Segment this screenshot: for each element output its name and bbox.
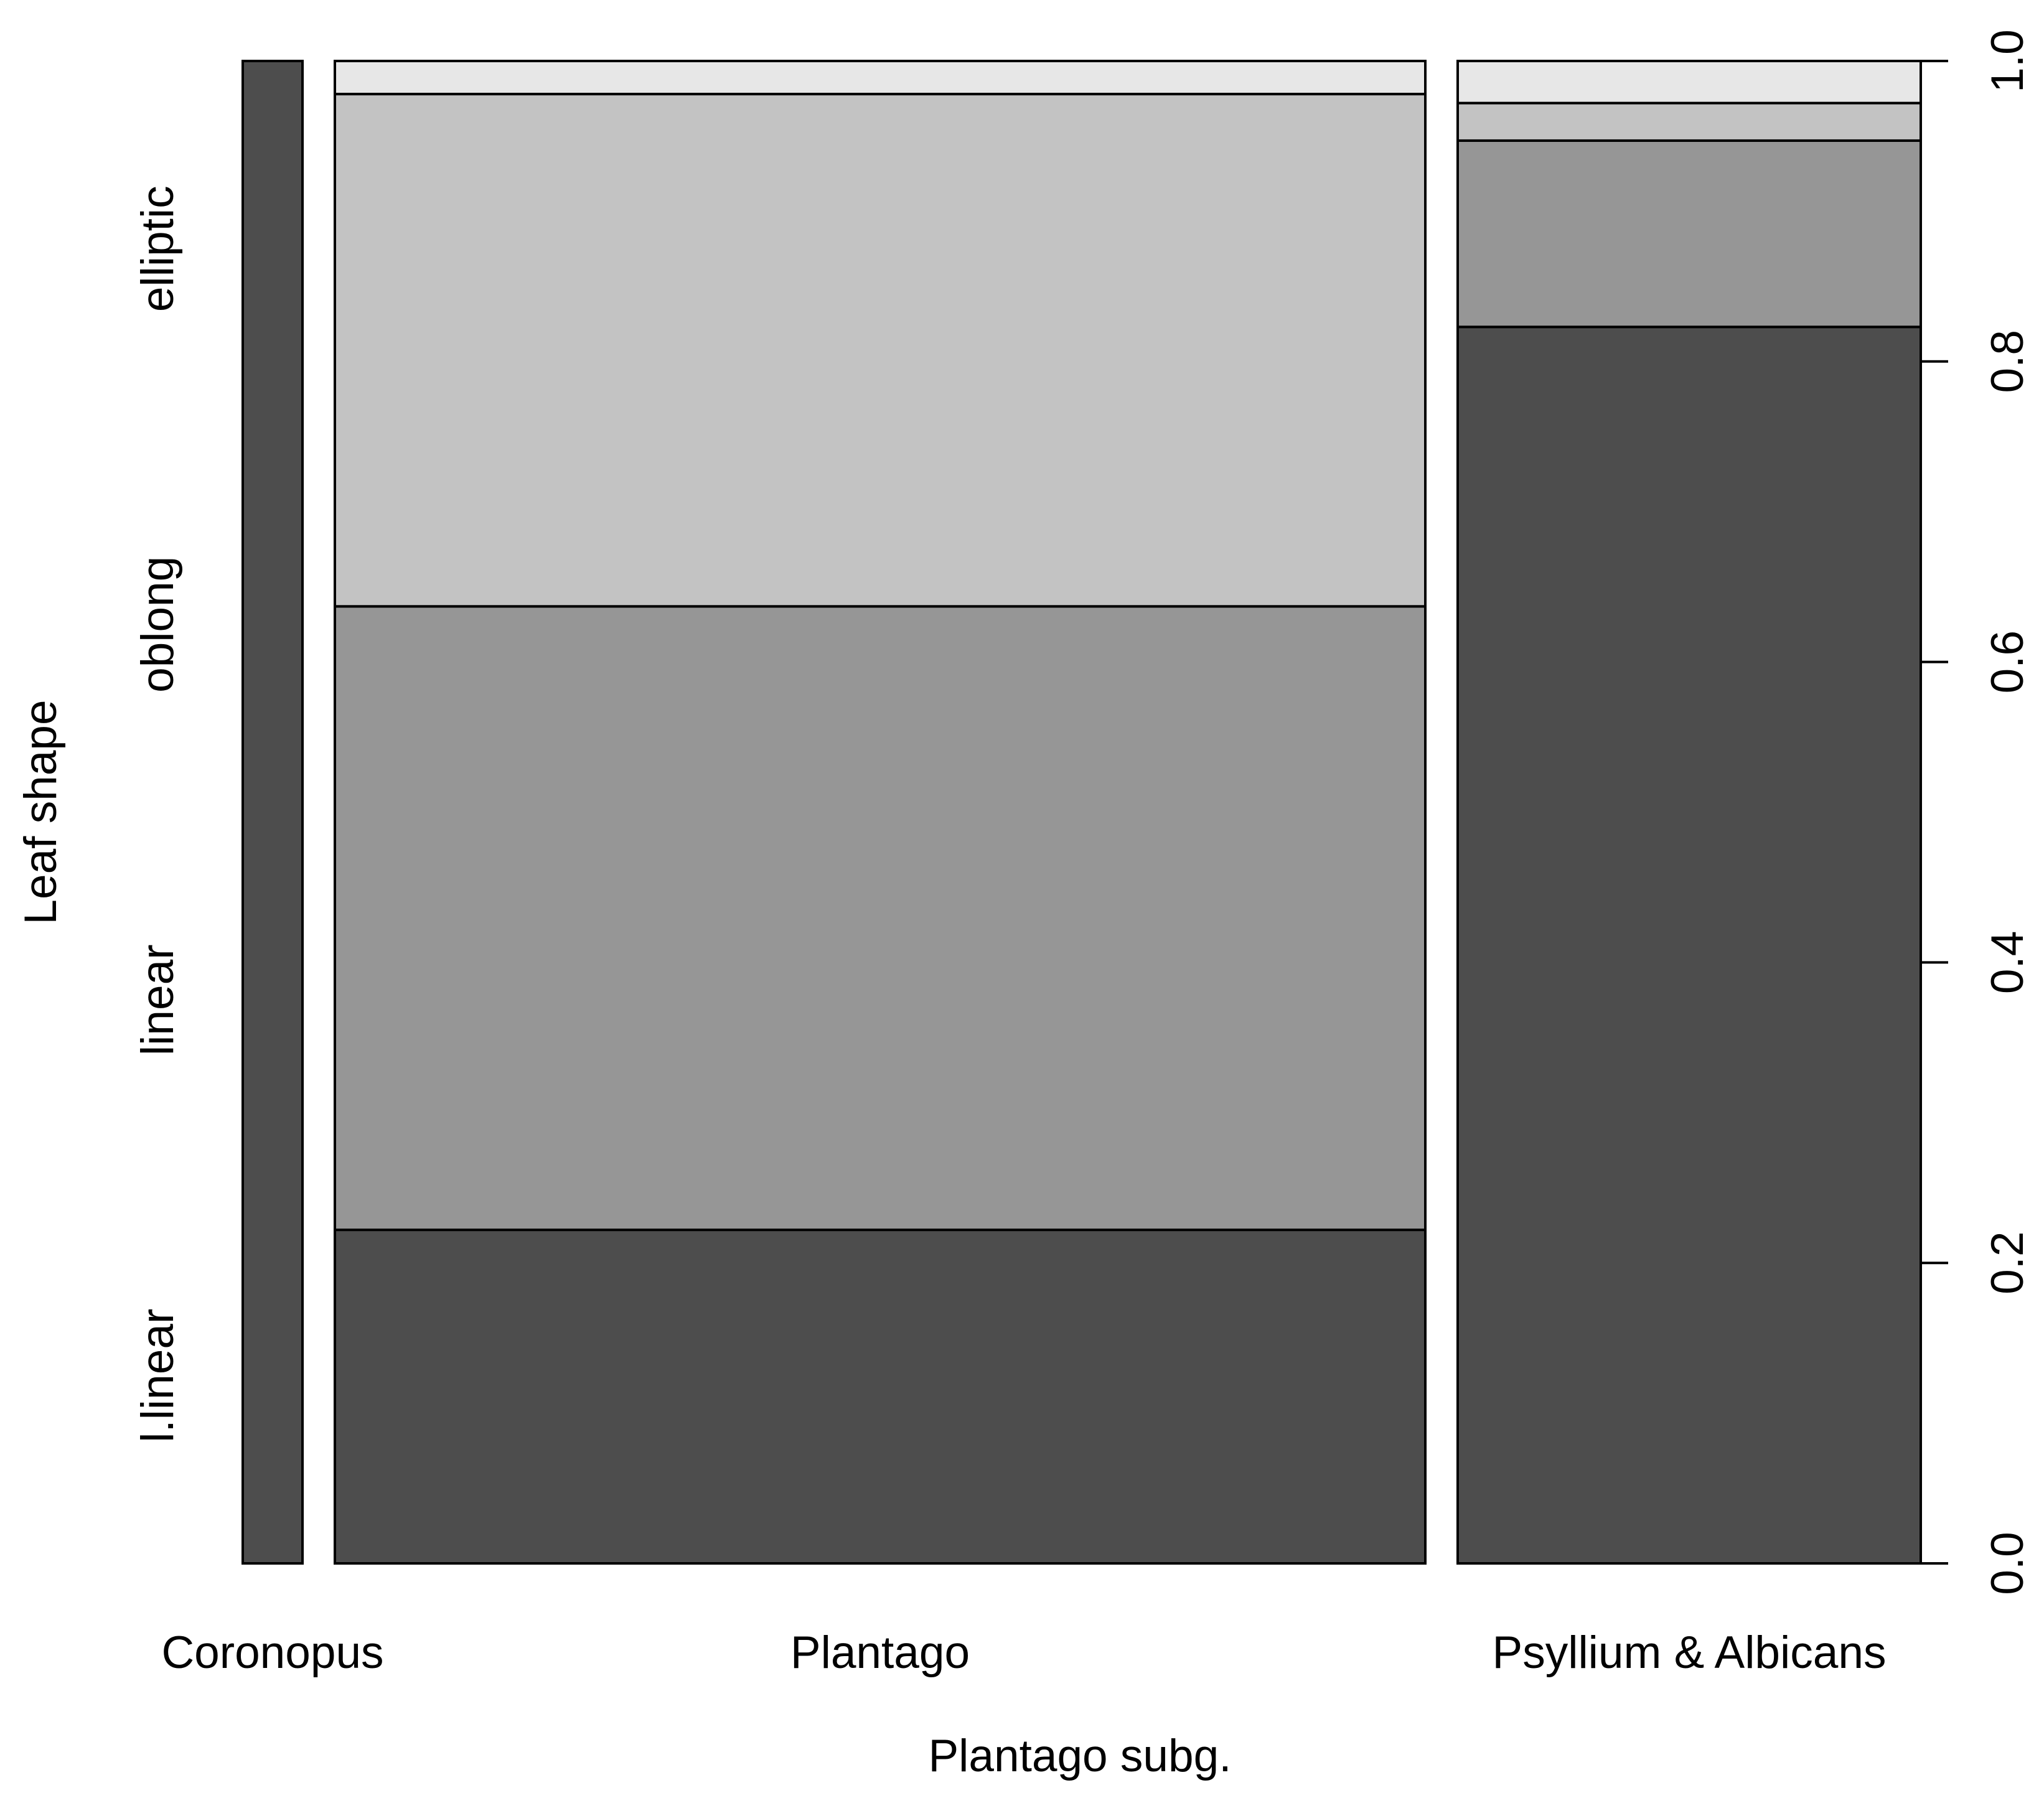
y-tick-label-4: 0.8 xyxy=(1982,330,2033,393)
mosaic-tiles xyxy=(241,60,1922,1565)
tile-plantago-l-linear xyxy=(334,1229,1427,1565)
tile-plantago-linear xyxy=(334,605,1427,1232)
tile-plantago-oblong xyxy=(334,93,1427,608)
x-category-label-psyllium-albicans: Psyllium & Albicans xyxy=(1493,1627,1887,1678)
y-tick-label-2: 0.4 xyxy=(1982,931,2033,994)
tile-plantago-elliptic xyxy=(334,60,1427,96)
tile-coronopus-l-linear xyxy=(241,60,304,1565)
x-category-label-plantago: Plantago xyxy=(790,1627,970,1678)
level-label-l-linear: l.linear xyxy=(133,1309,183,1443)
x-category-labels: Coronopus Plantago Psyllium & Albicans xyxy=(161,1627,1886,1678)
x-category-label-coronopus: Coronopus xyxy=(161,1627,383,1678)
level-label-linear: linear xyxy=(133,944,183,1056)
tile-psyllium-albicans-l-linear xyxy=(1456,325,1922,1565)
y-tick-label-3: 0.6 xyxy=(1982,630,2033,693)
tile-psyllium-albicans-linear xyxy=(1456,139,1922,329)
y-tick-label-0: 0.0 xyxy=(1982,1532,2033,1595)
y-axis: 0.0 0.2 0.4 0.6 0.8 1.0 xyxy=(1920,29,2033,1595)
tile-psyllium-albicans-oblong xyxy=(1456,101,1922,142)
y-tick-label-1: 0.2 xyxy=(1982,1231,2033,1294)
tile-psyllium-albicans-elliptic xyxy=(1456,60,1922,105)
level-labels: l.linear linear oblong elliptic xyxy=(133,185,183,1442)
level-label-elliptic: elliptic xyxy=(133,185,183,312)
level-label-oblong: oblong xyxy=(133,556,183,693)
y-tick-label-5: 1.0 xyxy=(1982,29,2033,92)
x-axis-title: Plantago subg. xyxy=(928,1731,1231,1781)
y-axis-title: Leaf shape xyxy=(16,700,66,924)
